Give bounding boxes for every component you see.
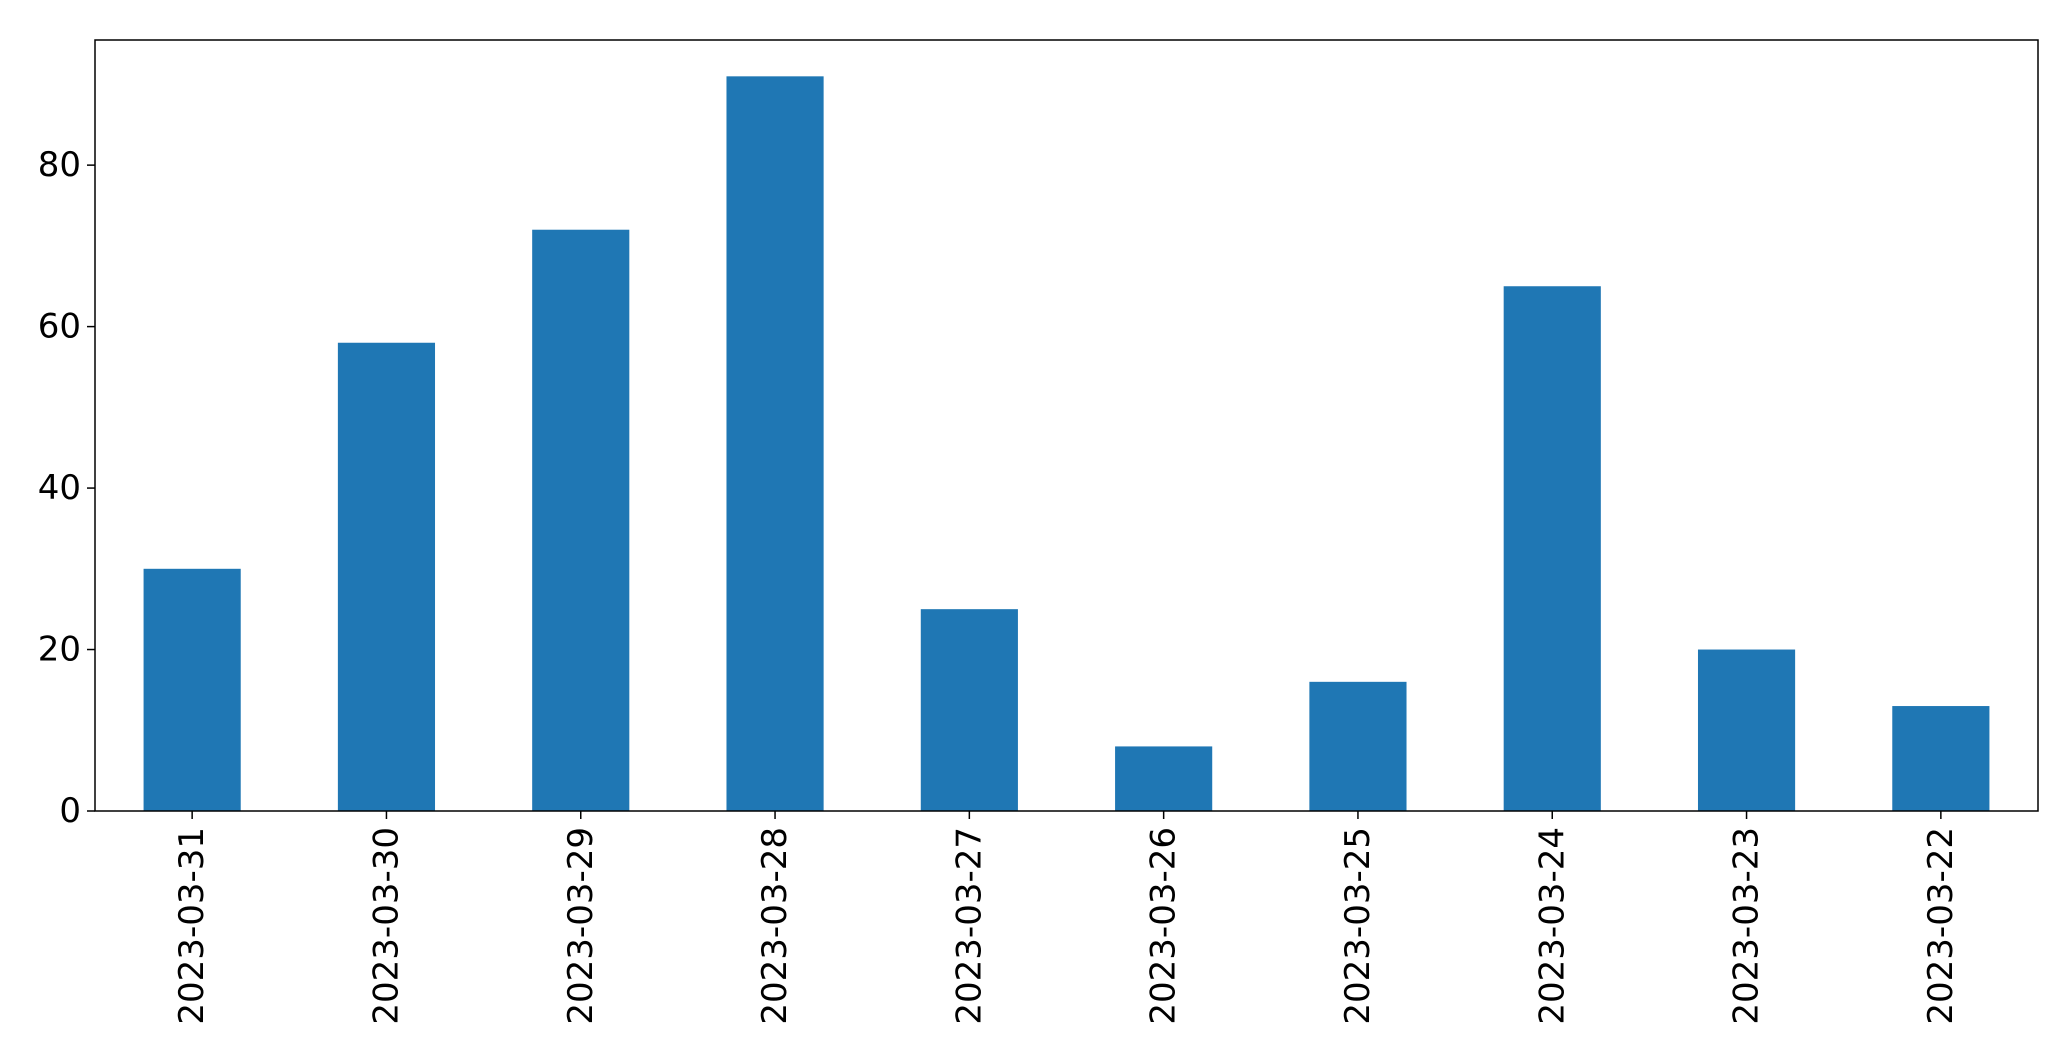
y-tick-label: 20 xyxy=(38,630,81,670)
bar-2023-03-22 xyxy=(1892,706,1990,811)
x-tick-label-2023-03-27: 2023-03-27 xyxy=(949,827,989,1025)
bar-2023-03-26 xyxy=(1115,746,1213,811)
bar-2023-03-29 xyxy=(532,229,630,811)
bar-2023-03-23 xyxy=(1697,649,1796,811)
y-axis: 0 20 40 60 80 xyxy=(38,145,95,831)
bar-2023-03-28 xyxy=(726,76,824,812)
y-tick-label: 80 xyxy=(38,145,81,185)
x-tick-label-2023-03-24: 2023-03-24 xyxy=(1532,827,1572,1025)
x-axis: 2023-03-31 2023-03-30 2023-03-29 2023-03-28… xyxy=(172,811,1961,1025)
bar-2023-03-30 xyxy=(337,342,436,811)
x-tick-label-2023-03-25: 2023-03-25 xyxy=(1338,827,1378,1025)
x-tick-label-2023-03-29: 2023-03-29 xyxy=(561,827,601,1025)
x-tick-label-2023-03-26: 2023-03-26 xyxy=(1144,827,1184,1025)
bar-2023-03-31 xyxy=(143,568,241,811)
bar-2023-03-27 xyxy=(920,609,1018,811)
y-tick-label: 60 xyxy=(38,307,81,347)
y-tick-label: 40 xyxy=(38,468,81,508)
y-tick-label: 0 xyxy=(59,791,81,831)
x-tick-label-2023-03-30: 2023-03-30 xyxy=(366,827,406,1025)
bars-layer xyxy=(143,76,1990,812)
x-tick-label-2023-03-22: 2023-03-22 xyxy=(1921,827,1961,1025)
x-tick-label-2023-03-28: 2023-03-28 xyxy=(755,827,795,1025)
bar-2023-03-25 xyxy=(1309,681,1407,811)
x-tick-label-2023-03-23: 2023-03-23 xyxy=(1727,827,1767,1025)
bar-2023-03-24 xyxy=(1503,286,1601,811)
x-tick-label-2023-03-31: 2023-03-31 xyxy=(172,827,212,1025)
plot-frame xyxy=(94,39,2039,812)
